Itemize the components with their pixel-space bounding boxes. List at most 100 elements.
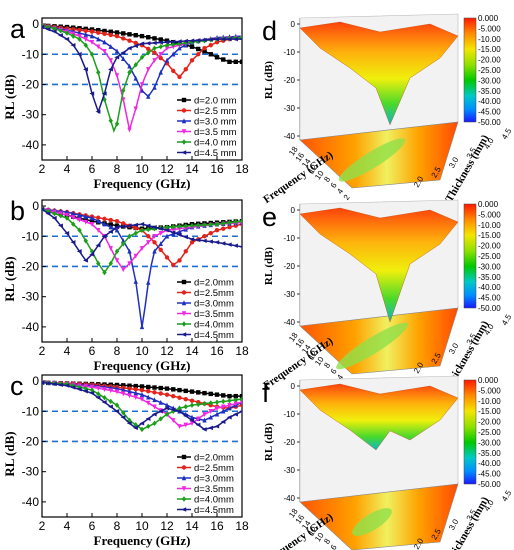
- series-marker: [177, 424, 182, 430]
- x-tick-label: 14: [185, 344, 199, 358]
- series-marker: [158, 231, 163, 236]
- series-marker: [108, 224, 113, 230]
- series-marker: [133, 230, 138, 236]
- y-tick-label: -40: [22, 138, 40, 152]
- series-marker: [189, 402, 195, 408]
- y-axis-title: RL (dB): [2, 74, 17, 119]
- legend-marker: [181, 332, 187, 337]
- series-marker: [189, 38, 195, 43]
- series-marker: [121, 221, 126, 226]
- y-tick-label: -20: [22, 77, 40, 91]
- series-marker: [108, 398, 113, 405]
- series-marker: [127, 248, 132, 254]
- series-marker: [64, 212, 70, 218]
- series-marker: [208, 42, 213, 48]
- series-marker: [102, 28, 107, 34]
- series-marker: [89, 221, 95, 227]
- series-marker: [114, 30, 120, 35]
- series-marker: [233, 397, 238, 403]
- series-marker: [151, 412, 157, 417]
- series-marker: [221, 220, 226, 227]
- colorbar-tick-label: -5.000: [478, 386, 501, 395]
- series-marker: [171, 68, 176, 74]
- series-marker: [83, 67, 88, 72]
- series-marker: [214, 411, 220, 417]
- series-marker: [171, 224, 176, 230]
- series-marker: [152, 45, 157, 51]
- legend-label: d=2.5 mm: [194, 106, 237, 117]
- series-marker: [70, 385, 76, 390]
- colorbar-tick-label: 0.000: [478, 376, 499, 385]
- series-marker: [101, 399, 107, 405]
- y-tick-label: -30: [22, 465, 40, 479]
- x-axis-title: Frequency (GHz): [94, 176, 191, 191]
- series-marker: [227, 59, 232, 65]
- series-marker: [189, 58, 195, 63]
- series-marker: [183, 67, 188, 72]
- series-marker: [42, 380, 45, 385]
- series-marker: [171, 262, 176, 268]
- series-marker: [114, 223, 120, 228]
- series-marker: [77, 217, 82, 223]
- series-marker: [121, 383, 126, 388]
- series-marker: [51, 381, 57, 387]
- colorbar-tick-label: -30.00: [478, 76, 501, 85]
- z-axis-title: RL (dB): [263, 61, 275, 100]
- series-marker: [58, 213, 63, 219]
- series-marker: [151, 224, 157, 230]
- series-marker: [89, 390, 95, 396]
- series-marker: [164, 392, 170, 397]
- legend-marker: [181, 139, 187, 145]
- series-marker: [114, 258, 120, 264]
- series-marker: [114, 389, 120, 395]
- series-marker: [114, 33, 120, 39]
- series-marker: [96, 386, 101, 391]
- series-marker: [158, 44, 163, 50]
- series-marker: [77, 227, 82, 233]
- series-marker: [239, 218, 242, 224]
- legend-label: d=4.0 mm: [194, 137, 237, 148]
- panel-c-chart: c 2 4 6 8 10 12 14 16 18 0 -10 -20 -30 -40 Frequency (G…: [2, 371, 249, 548]
- legend-marker: [181, 321, 187, 327]
- series-marker: [114, 55, 120, 60]
- series-marker: [121, 31, 126, 36]
- series-marker: [239, 59, 242, 65]
- series-marker: [201, 37, 207, 43]
- legend-label: d=2.5mm: [194, 463, 234, 474]
- colorbar-tick-label: -5.000: [478, 24, 501, 33]
- colorbar-tick-label: -5.000: [478, 210, 501, 219]
- series-marker: [146, 234, 151, 239]
- series-marker: [171, 387, 176, 392]
- colorbar-tick-label: -30.00: [478, 438, 501, 447]
- thickness-tick-label: 3.0: [447, 341, 461, 356]
- series-marker: [158, 55, 163, 61]
- colorbar-tick-label: -20.00: [478, 56, 501, 65]
- series-marker: [146, 35, 151, 40]
- series-marker: [152, 58, 157, 63]
- series-marker: [121, 56, 126, 61]
- series-marker: [96, 44, 101, 50]
- x-tick-label: 4: [64, 162, 71, 176]
- z-tick-label: -40: [283, 318, 295, 327]
- series-marker: [196, 52, 201, 57]
- series-marker: [45, 211, 51, 216]
- series-marker: [177, 40, 182, 47]
- series-marker: [171, 227, 176, 233]
- z-tick-label: -10: [283, 48, 295, 57]
- colorbar: [463, 379, 477, 485]
- series-marker: [177, 229, 182, 234]
- series-marker: [108, 217, 113, 223]
- legend-marker: [181, 108, 187, 113]
- series-marker: [120, 415, 126, 420]
- series-marker: [83, 389, 88, 394]
- series-marker: [195, 237, 201, 243]
- legend-marker: [181, 150, 187, 155]
- series-marker: [96, 218, 101, 224]
- series-marker: [51, 215, 57, 221]
- series-marker: [146, 226, 151, 233]
- series-marker: [95, 109, 101, 114]
- panel-a-chart: a 2 4 6 8 10 12 14 16 18 0 -10 -20 -30 -40 Frequency (G…: [2, 14, 249, 191]
- series-marker: [89, 252, 95, 257]
- series-marker: [158, 40, 163, 45]
